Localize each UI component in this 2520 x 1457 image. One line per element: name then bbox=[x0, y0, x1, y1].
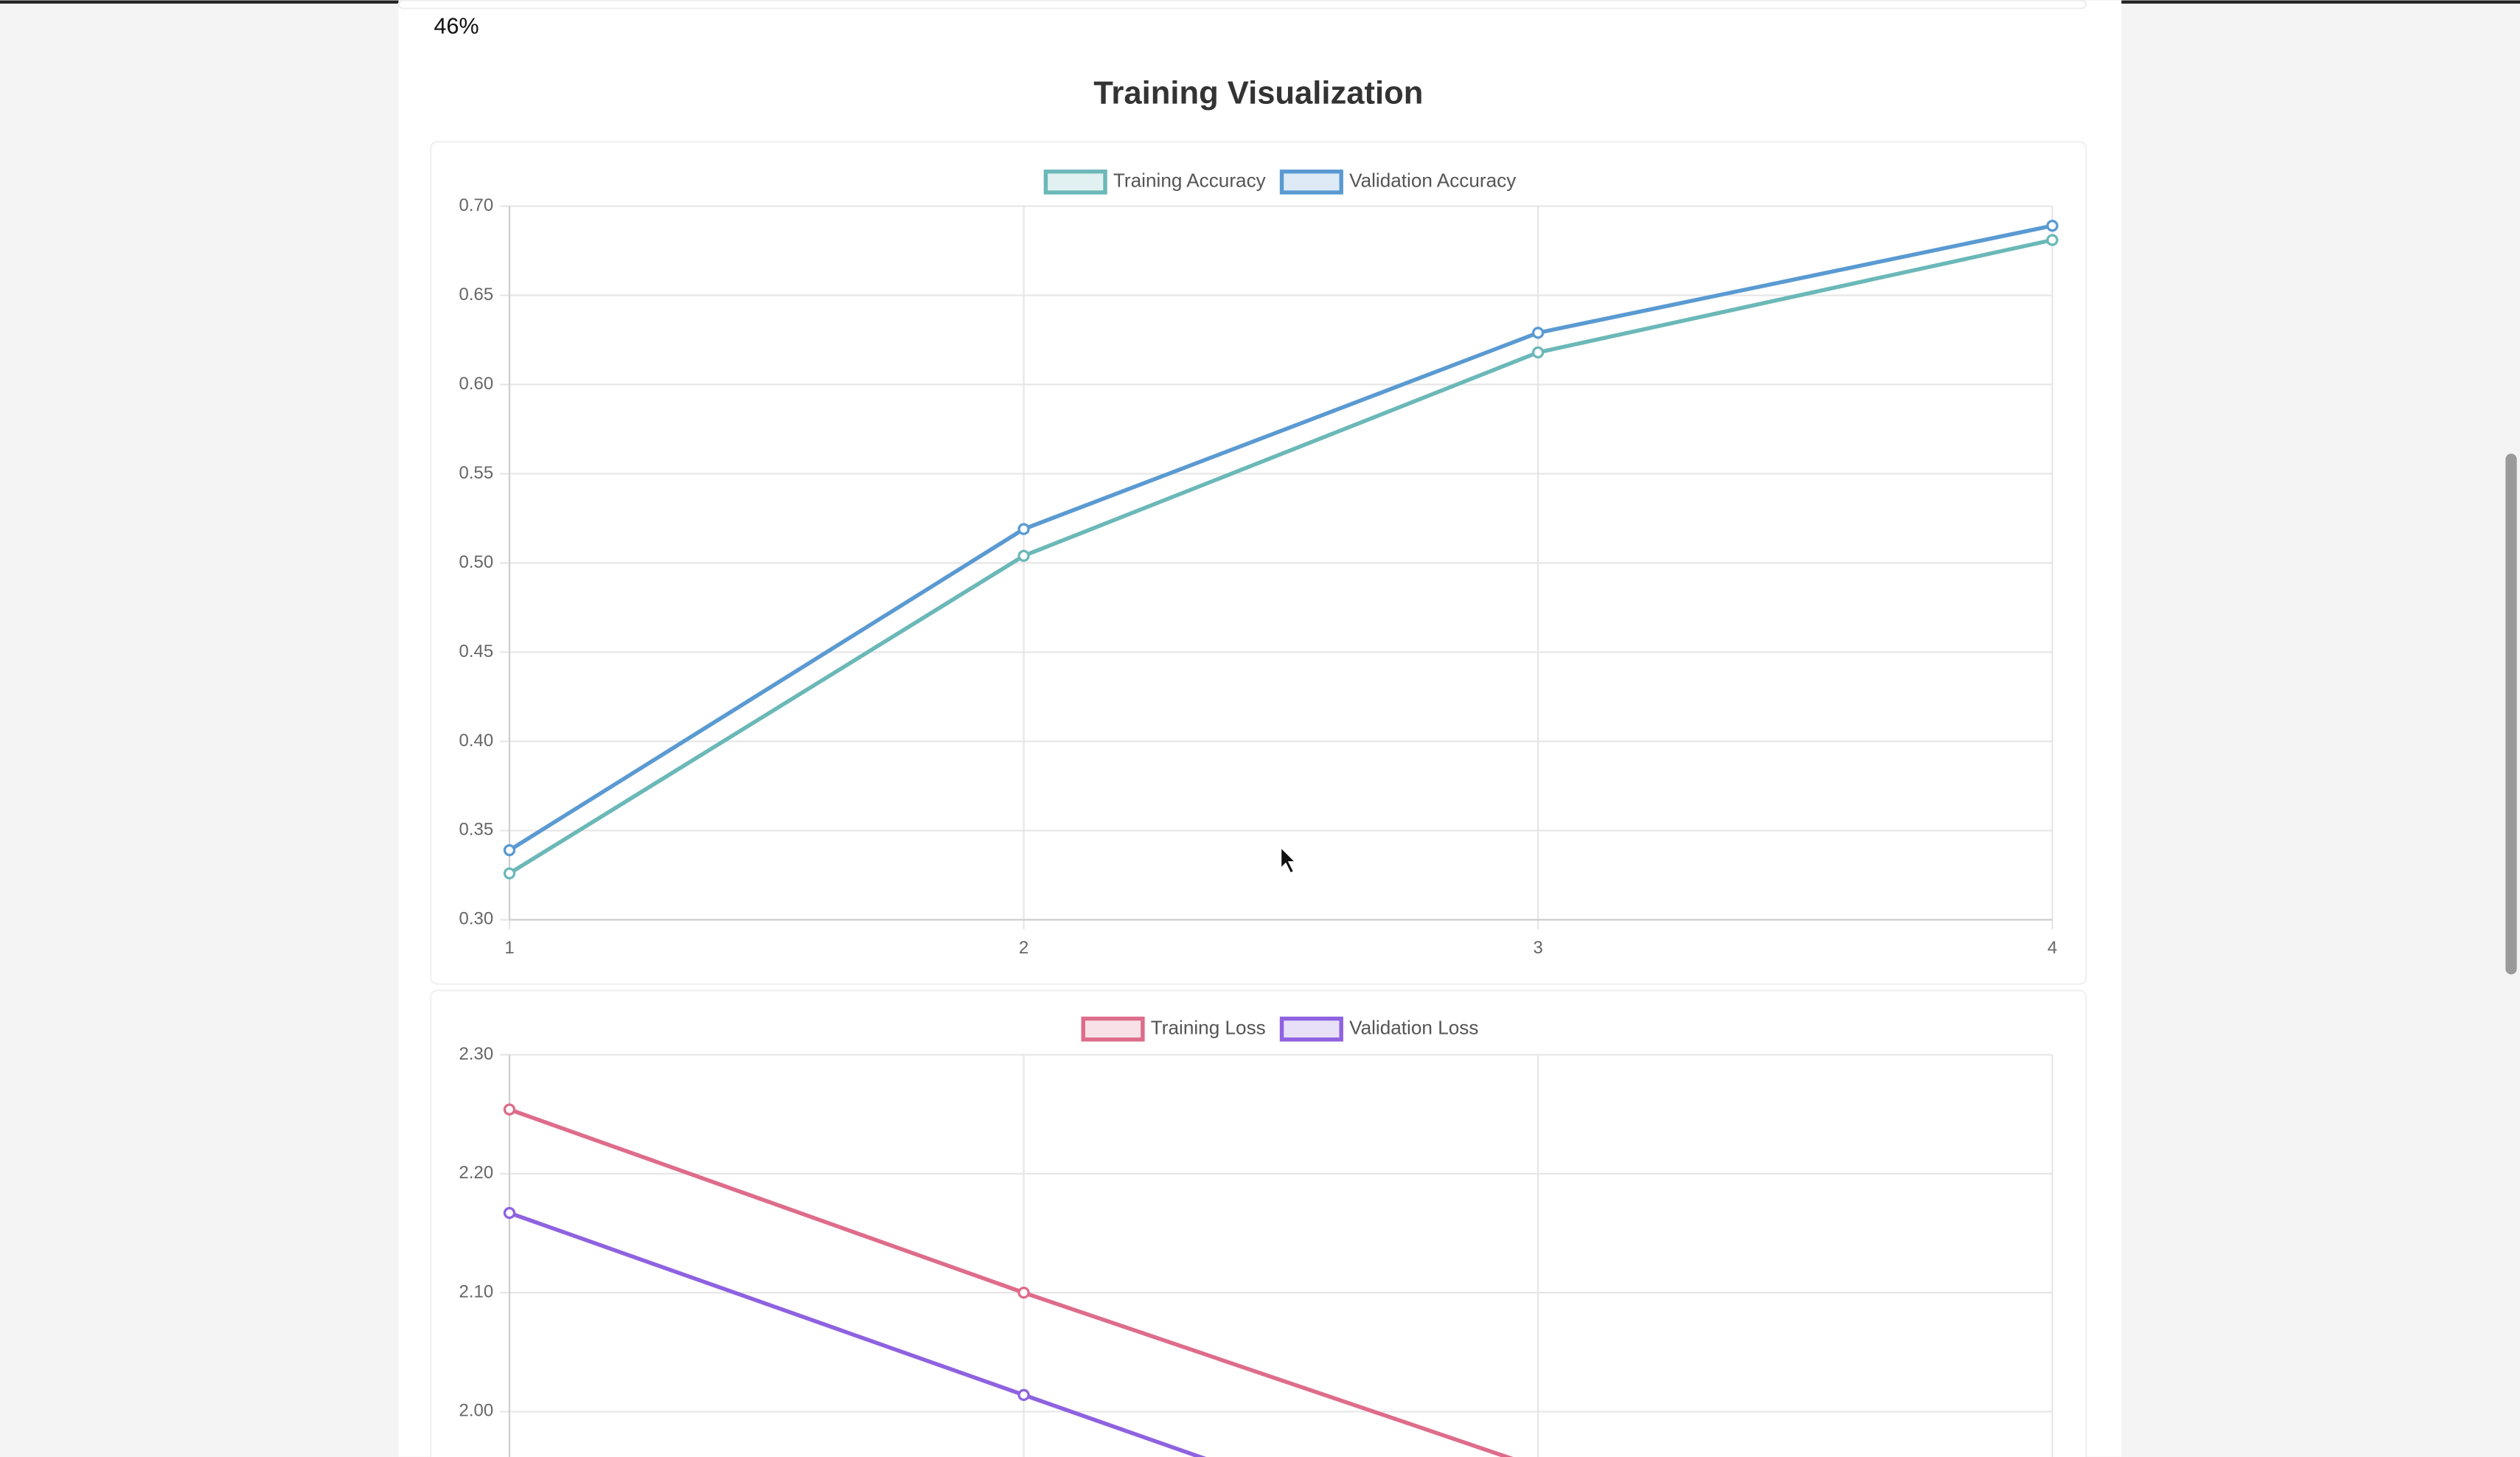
y-tick-label: 2.30 bbox=[459, 1044, 494, 1064]
data-point bbox=[2046, 234, 2058, 246]
y-tick-label: 0.70 bbox=[459, 195, 494, 215]
data-point bbox=[1017, 1286, 1030, 1299]
series-line bbox=[508, 237, 2053, 875]
y-tick-label: 2.00 bbox=[459, 1401, 494, 1421]
data-point bbox=[1017, 549, 1030, 562]
section-title: Training Visualization bbox=[1093, 76, 1423, 111]
legend-swatch bbox=[1081, 1016, 1145, 1042]
legend-label: Training Accuracy bbox=[1113, 170, 1267, 192]
legend-swatch bbox=[1279, 1016, 1343, 1042]
data-point bbox=[503, 844, 516, 857]
data-point bbox=[503, 1103, 516, 1116]
y-tick-label: 0.65 bbox=[459, 285, 494, 305]
legend: Training Accuracy Validation Accuracy bbox=[1043, 169, 1517, 195]
legend: Training Loss Validation Loss bbox=[1081, 1016, 1478, 1042]
y-tick-label: 0.40 bbox=[459, 731, 494, 751]
data-point bbox=[503, 1206, 516, 1220]
y-tick-label: 0.30 bbox=[459, 909, 494, 929]
chart-panel bbox=[430, 990, 2087, 1457]
x-tick-label: 4 bbox=[2047, 938, 2057, 958]
y-tick-label: 0.35 bbox=[459, 820, 494, 840]
legend-label: Validation Loss bbox=[1349, 1017, 1478, 1039]
scrollbar[interactable] bbox=[2505, 453, 2517, 975]
y-tick-label: 2.20 bbox=[459, 1163, 494, 1183]
x-tick-label: 3 bbox=[1533, 938, 1542, 958]
data-point bbox=[1017, 1388, 1030, 1402]
data-point bbox=[1017, 523, 1030, 535]
y-tick-label: 0.45 bbox=[459, 641, 494, 661]
data-point bbox=[1531, 346, 1545, 359]
x-tick-label: 2 bbox=[1019, 938, 1028, 958]
data-point bbox=[1531, 327, 1545, 339]
legend-label: Validation Accuracy bbox=[1349, 170, 1517, 192]
cursor bbox=[1280, 846, 1298, 874]
chart: 2.002.102.202.301234Training LossValidat… bbox=[459, 1016, 2053, 1457]
charts: 0.30 0.35 0.40 0.45 0.50 0.55 0.60 0.65 0.70 1 2 3 4… bbox=[459, 170, 2058, 1457]
y-tick-label: 2.10 bbox=[459, 1282, 494, 1301]
progress-text: 46% bbox=[434, 14, 479, 39]
series-line bbox=[508, 223, 2053, 852]
data-point bbox=[2046, 219, 2058, 232]
chart: 0.30 0.35 0.40 0.45 0.50 0.55 0.60 0.65 0.70 1 2 3 4… bbox=[459, 170, 2058, 958]
y-tick-label: 0.60 bbox=[459, 374, 494, 394]
y-tick-label: 0.55 bbox=[459, 463, 494, 483]
y-tick-label: 0.50 bbox=[459, 552, 494, 572]
data-point bbox=[503, 867, 516, 880]
legend-swatch bbox=[1279, 169, 1343, 195]
legend-label: Training Loss bbox=[1151, 1017, 1266, 1039]
x-tick-label: 1 bbox=[504, 938, 514, 958]
progress-box bbox=[397, 0, 2087, 10]
legend-swatch bbox=[1043, 169, 1107, 195]
